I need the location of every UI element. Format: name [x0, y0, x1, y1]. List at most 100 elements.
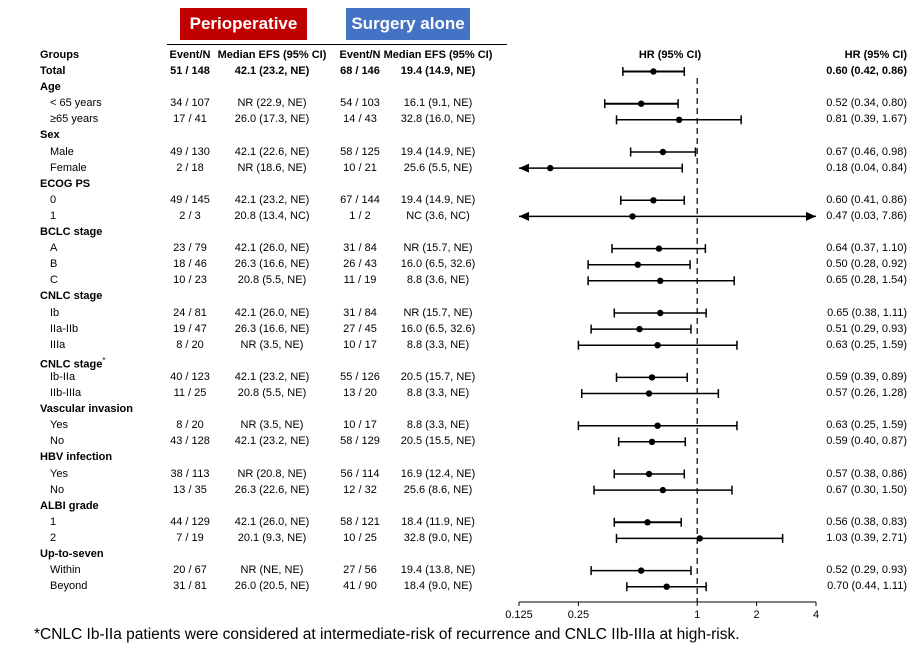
hr-value-text: 1.03 (0.39, 2.71) — [826, 531, 907, 544]
hr-point — [659, 148, 667, 156]
header-rule-perioperative — [167, 44, 337, 45]
event-n-surgery: 58 / 121 — [340, 515, 380, 528]
event-n-surgery: 10 / 17 — [343, 338, 377, 351]
hr-value-text: 0.67 (0.46, 0.98) — [826, 145, 907, 158]
event-n-surgery: 67 / 144 — [340, 193, 380, 206]
hr-value-text: 0.59 (0.39, 0.89) — [826, 370, 907, 383]
median-efs-perioperative: 26.3 (16.6, NE) — [234, 258, 310, 271]
row-label: IIb-IIIa — [50, 387, 82, 399]
row-label: 1 — [50, 209, 57, 222]
hr-point — [547, 164, 554, 172]
median-efs-perioperative: 42.1 (22.6, NE) — [234, 145, 310, 158]
hr-value-text: 0.51 (0.29, 0.93) — [826, 322, 907, 335]
row-label: 2 — [50, 531, 57, 544]
median-efs-perioperative: NR (NE, NE) — [240, 564, 304, 577]
hr-value-text: 0.65 (0.28, 1.54) — [826, 274, 907, 287]
median-efs-surgery: 19.4 (14.9, NE) — [400, 65, 476, 77]
median-efs-perioperative: 42.1 (26.0, NE) — [234, 306, 310, 319]
row-label: IIIa — [50, 338, 66, 351]
row-label: Within — [50, 564, 81, 577]
event-n-surgery: 31 / 84 — [343, 306, 377, 319]
hr-value-text: 0.65 (0.38, 1.11) — [827, 306, 907, 319]
median-efs-surgery: 16.0 (6.5, 32.6) — [400, 258, 476, 271]
x-tick-label: 0.125 — [505, 609, 533, 621]
event-n-surgery: 27 / 45 — [343, 322, 377, 335]
median-efs-surgery: 25.6 (8.6, NE) — [403, 483, 473, 496]
event-n-perioperative: 17 / 41 — [173, 113, 207, 126]
ci-arrow-right — [806, 211, 816, 221]
row-label: 0 — [50, 193, 57, 206]
row-label: IIa-IIb — [50, 322, 79, 335]
median-efs-surgery: 16.1 (9.1, NE) — [403, 97, 473, 110]
hr-value-text: 0.63 (0.25, 1.59) — [826, 419, 907, 432]
event-n-perioperative: 10 / 23 — [173, 274, 207, 287]
median-efs-perioperative: NR (20.8, NE) — [237, 467, 307, 480]
perioperative-header: Perioperative — [180, 8, 307, 40]
median-efs-surgery: 8.8 (3.3, NE) — [406, 387, 470, 399]
x-tick-label: 2 — [754, 609, 760, 621]
event-n-surgery: 13 / 20 — [343, 387, 377, 399]
section-label: Age — [40, 81, 61, 94]
median-efs-surgery: 19.4 (14.9, NE) — [400, 193, 476, 206]
row-label: A — [50, 242, 58, 255]
col-event-n-perioperative: Event/N — [169, 49, 211, 61]
median-efs-surgery: 25.6 (5.5, NE) — [403, 161, 473, 174]
hr-point — [644, 519, 651, 526]
col-median-perioperative: Median EFS (95% CI) — [217, 49, 327, 61]
median-efs-perioperative: 26.3 (16.6, NE) — [234, 322, 310, 335]
median-efs-perioperative: 26.0 (20.5, NE) — [234, 580, 310, 593]
median-efs-surgery: NR (15.7, NE) — [403, 306, 473, 319]
hr-value-text: 0.52 (0.34, 0.80) — [826, 97, 907, 110]
section-label: CNLC stage* — [40, 355, 106, 371]
section-label: Up-to-seven — [40, 548, 104, 560]
median-efs-surgery: 8.8 (3.3, NE) — [406, 338, 470, 351]
row-label: Yes — [50, 419, 68, 432]
event-n-surgery: 26 / 43 — [343, 258, 377, 271]
col-groups: Groups — [40, 49, 80, 61]
event-n-perioperative: 2 / 18 — [176, 161, 204, 174]
hr-point — [675, 116, 683, 124]
section-label: HBV infection — [40, 451, 113, 464]
row-label: Female — [50, 161, 87, 174]
event-n-perioperative: 13 / 35 — [173, 483, 207, 496]
hr-value-text: 0.57 (0.26, 1.28) — [826, 387, 907, 399]
median-efs-surgery: NR (15.7, NE) — [403, 242, 473, 255]
col-median-surgery: Median EFS (95% CI) — [383, 49, 493, 61]
event-n-surgery: 14 / 43 — [343, 113, 377, 126]
event-n-surgery: 58 / 125 — [340, 145, 380, 158]
section-label: BCLC stage — [40, 226, 103, 238]
row-label: ≥65 years — [50, 113, 99, 126]
event-n-perioperative: 38 / 113 — [170, 467, 210, 480]
col-hr-plot: HR (95% CI) — [638, 49, 702, 61]
hr-value-text: 0.63 (0.25, 1.59) — [826, 338, 907, 351]
median-efs-surgery: 32.8 (9.0, NE) — [403, 531, 473, 544]
event-n-perioperative: 19 / 47 — [173, 322, 207, 335]
x-tick-label: 1 — [694, 609, 700, 621]
median-efs-perioperative: NR (3.5, NE) — [240, 419, 304, 432]
median-efs-surgery: 19.4 (13.8, NE) — [400, 564, 476, 577]
hr-point — [648, 374, 656, 381]
median-efs-surgery: 16.9 (12.4, NE) — [400, 467, 476, 480]
hr-value-text: 0.57 (0.38, 0.86) — [826, 467, 907, 480]
hr-value-text: 0.50 (0.28, 0.92) — [826, 258, 907, 271]
median-efs-surgery: 8.8 (3.6, NE) — [406, 274, 470, 287]
hr-point — [629, 213, 636, 220]
event-n-perioperative: 8 / 20 — [176, 419, 204, 432]
event-n-perioperative: 43 / 128 — [170, 435, 210, 448]
hr-point — [663, 583, 670, 590]
median-efs-surgery: 16.0 (6.5, 32.6) — [400, 322, 476, 335]
section-label: ECOG PS — [40, 177, 91, 190]
event-n-perioperative: 34 / 107 — [170, 97, 210, 110]
event-n-perioperative: 11 / 25 — [173, 387, 207, 399]
row-label: Yes — [50, 467, 68, 480]
surgery-alone-header: Surgery alone — [346, 8, 470, 40]
event-n-surgery: 58 / 129 — [340, 435, 380, 448]
hr-value-text: 0.70 (0.44, 1.11) — [827, 580, 907, 593]
median-efs-perioperative: 42.1 (23.2, NE) — [234, 193, 310, 206]
hr-point — [645, 390, 653, 397]
section-label: Sex — [40, 129, 60, 142]
event-n-surgery: 41 / 90 — [343, 580, 377, 593]
x-tick-label: 4 — [813, 609, 819, 621]
median-efs-surgery: 18.4 (11.9, NE) — [401, 515, 475, 528]
event-n-perioperative: 2 / 3 — [179, 209, 201, 222]
